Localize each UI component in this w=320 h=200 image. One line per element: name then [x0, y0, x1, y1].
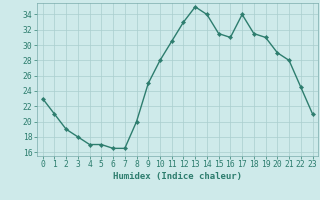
X-axis label: Humidex (Indice chaleur): Humidex (Indice chaleur)	[113, 172, 242, 181]
